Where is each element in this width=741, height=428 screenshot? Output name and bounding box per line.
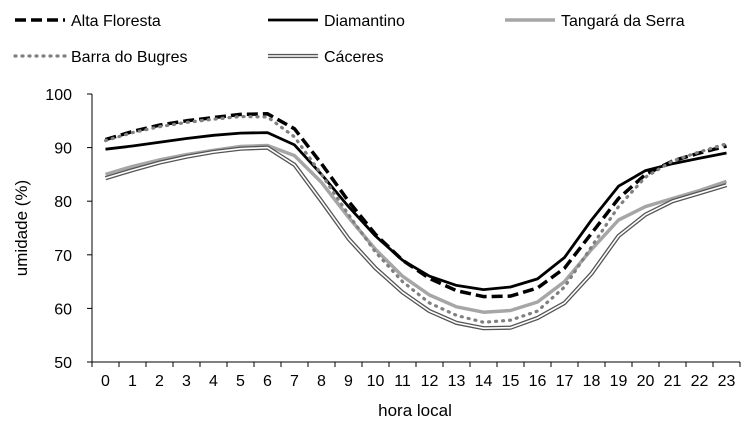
series-line-1 — [105, 131, 727, 292]
y-tick-label: 80 — [54, 194, 72, 211]
x-axis-title: hora local — [378, 401, 452, 420]
y-tick-label: 100 — [45, 87, 72, 104]
series-line-2 — [105, 143, 728, 314]
legend-label: Alta Floresta — [71, 13, 161, 30]
y-tick-label: 90 — [54, 141, 72, 158]
x-tick-label: 21 — [664, 373, 682, 390]
x-tick-label: 23 — [718, 373, 736, 390]
legend-label: Diamantino — [324, 13, 405, 30]
legend-label: Tangará da Serra — [561, 13, 685, 30]
x-tick-label: 0 — [101, 373, 110, 390]
y-tick-label: 50 — [54, 355, 72, 372]
legend-item-1: Diamantino — [268, 13, 405, 30]
series-path — [105, 131, 727, 292]
x-tick-label: 5 — [236, 373, 245, 390]
x-tick-label: 19 — [610, 373, 628, 390]
x-tick-label: 15 — [502, 373, 520, 390]
x-tick-label: 17 — [556, 373, 574, 390]
x-tick-label: 10 — [367, 373, 385, 390]
y-tick-label: 60 — [54, 301, 72, 318]
series-line-3 — [103, 114, 729, 324]
y-tick-label: 70 — [54, 248, 72, 265]
x-tick-label: 13 — [448, 373, 466, 390]
legend-label: Barra do Bugres — [71, 49, 188, 66]
y-axis-title: umidade (%) — [12, 180, 31, 276]
series-path — [105, 143, 728, 314]
x-tick-label: 22 — [691, 373, 709, 390]
series-path — [103, 114, 729, 324]
legend: Alta Floresta Diamantino Tangará da Serra B… — [13, 13, 685, 66]
x-tick-label: 3 — [182, 373, 191, 390]
x-tick-label: 1 — [128, 373, 137, 390]
series-lines — [103, 112, 729, 331]
legend-item-3: Barra do Bugres — [13, 49, 188, 66]
legend-item-4: Cáceres — [268, 49, 384, 66]
legend-label: Cáceres — [324, 49, 384, 66]
x-tick-label: 8 — [317, 373, 326, 390]
x-tick-label: 11 — [394, 373, 411, 390]
x-tick-label: 6 — [263, 373, 272, 390]
x-tick-label: 14 — [475, 373, 493, 390]
x-tick-label: 12 — [421, 373, 439, 390]
x-tick-label: 18 — [583, 373, 601, 390]
series-path — [105, 146, 727, 330]
x-tick-label: 16 — [529, 373, 547, 390]
series-line-4 — [104, 145, 728, 331]
x-tick-label: 7 — [290, 373, 299, 390]
x-tick-label: 20 — [637, 373, 655, 390]
legend-item-2: Tangará da Serra — [505, 13, 685, 30]
legend-item-0: Alta Floresta — [15, 13, 161, 30]
x-tick-label: 9 — [344, 373, 353, 390]
x-tick-label: 4 — [209, 373, 218, 390]
x-tick-label: 2 — [155, 373, 164, 390]
